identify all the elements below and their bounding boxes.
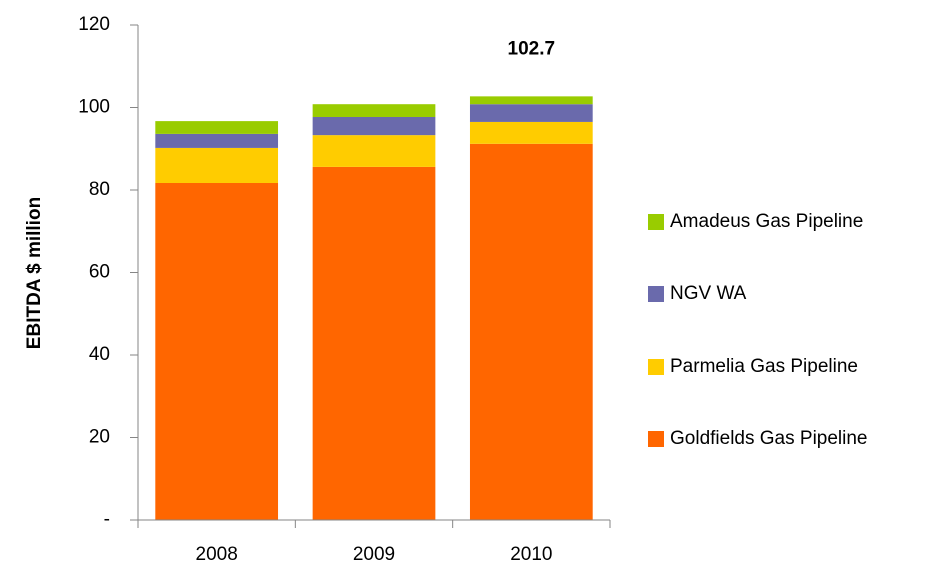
legend-swatch [648,359,664,375]
bar-segment [312,116,436,136]
legend-label: Amadeus Gas Pipeline [670,211,863,232]
bar-segment [469,96,593,105]
total-label: 102.7 [508,38,556,59]
bar-segment [469,121,593,144]
bar-segment [155,182,279,521]
x-tick-label: 2010 [510,544,552,565]
y-tick-label: 120 [78,14,110,35]
y-tick-label: 60 [89,262,110,283]
bar-segment [469,143,593,521]
x-tick-label: 2009 [353,544,395,565]
bar-segment [312,166,436,520]
y-tick-label: 40 [89,344,110,365]
bar-segment [312,104,436,117]
legend-swatch [648,286,664,302]
y-tick-label: - [104,509,110,530]
x-tick-label: 2008 [196,544,238,565]
bar-segment [469,104,593,122]
bar-segment [312,135,436,167]
bar-segment [155,147,279,183]
y-tick-label: 20 [89,427,110,448]
legend-swatch [648,214,664,230]
legend-label: Parmelia Gas Pipeline [670,356,858,377]
legend-label: Goldfields Gas Pipeline [670,428,868,449]
bar-segment [155,121,279,134]
legend-swatch [648,431,664,447]
y-tick-label: 80 [89,179,110,200]
y-axis-title: EBITDA $ million [24,197,45,349]
bar-segment [155,133,279,148]
legend-label: NGV WA [670,283,747,304]
y-tick-label: 100 [78,97,110,118]
